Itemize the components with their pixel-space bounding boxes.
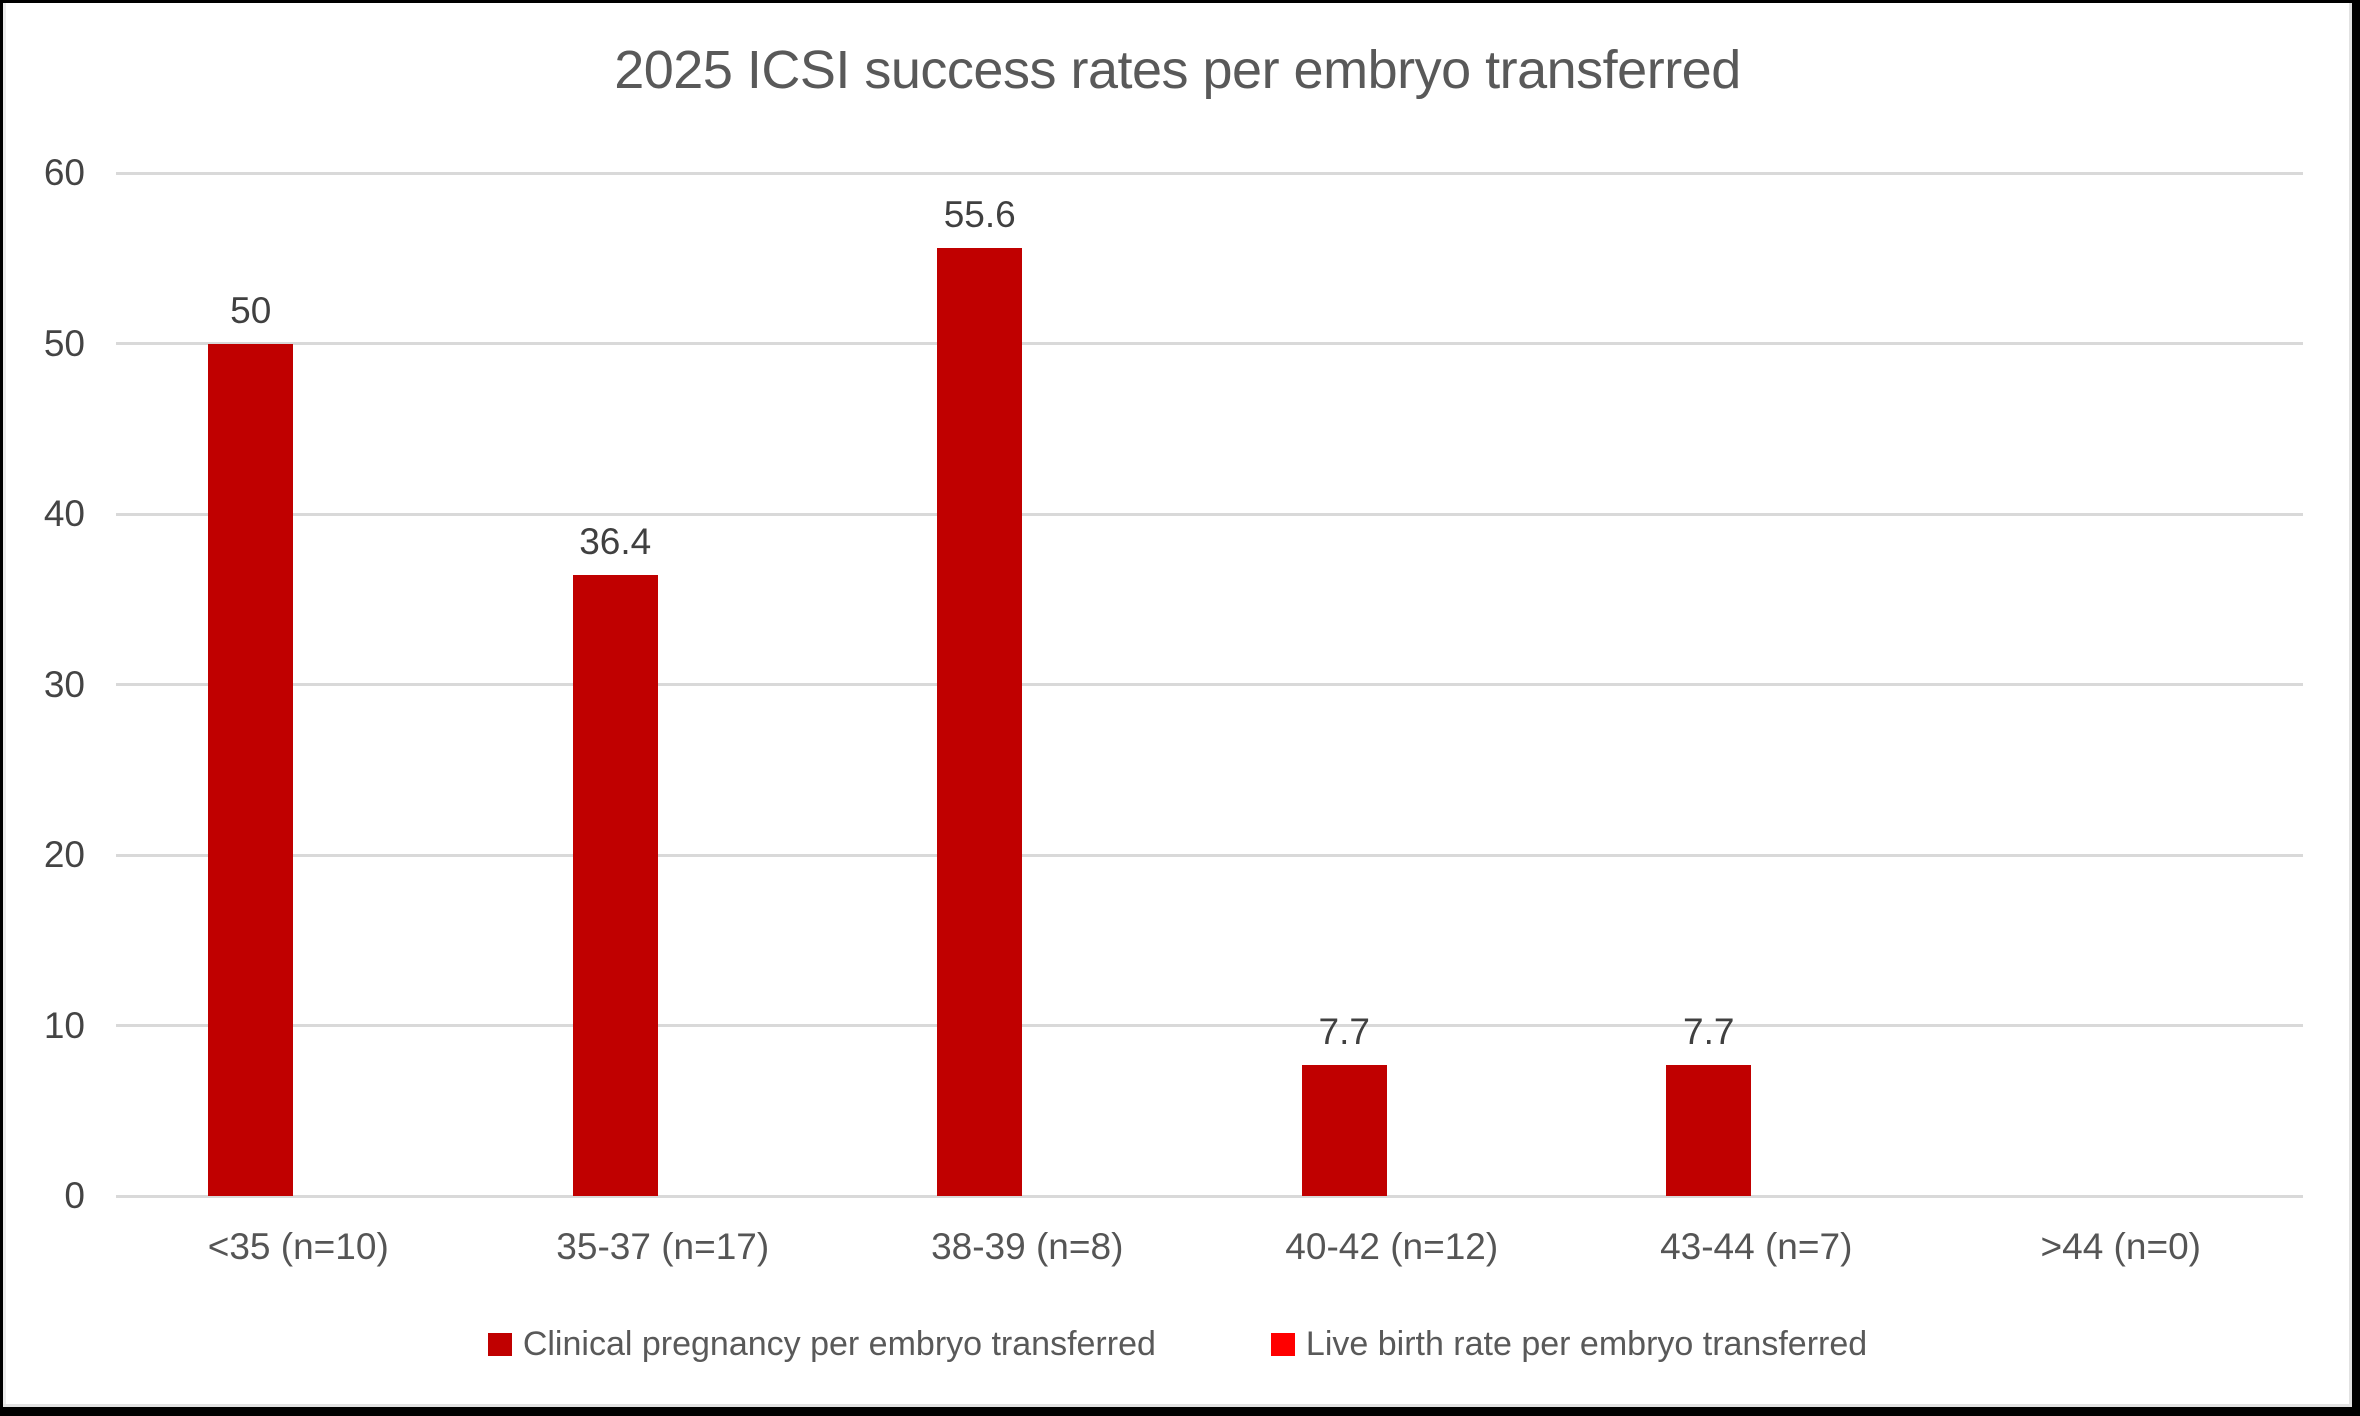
bar [208, 343, 294, 1196]
x-category-label: <35 (n=10) [207, 1226, 389, 1267]
gridline [116, 342, 2303, 345]
bar-value-label: 7.7 [1683, 1010, 1735, 1052]
x-category-label: 35-37 (n=17) [556, 1226, 770, 1267]
y-tick-label: 0 [64, 1175, 85, 1216]
y-tick-label: 10 [43, 1004, 85, 1046]
gridline [116, 683, 2303, 686]
legend: Clinical pregnancy per embryo transferre… [3, 1325, 2352, 1364]
gridline [116, 853, 2303, 857]
gridline [116, 1024, 2303, 1027]
gridline [116, 512, 2303, 516]
x-category-label: 40-42 (n=12) [1285, 1226, 1499, 1267]
bar-value-label: 36.4 [579, 521, 652, 563]
x-category-label: 43-44 (n=7) [1660, 1226, 1853, 1267]
y-tick-label: 30 [43, 663, 85, 705]
legend-item: Live birth rate per embryo transferred [1270, 1325, 1868, 1364]
bar [1301, 1064, 1387, 1196]
legend-item: Clinical pregnancy per embryo transferre… [487, 1325, 1156, 1364]
bar [1666, 1064, 1752, 1196]
x-category-label: 38-39 (n=8) [931, 1226, 1124, 1267]
gridline [116, 1194, 2303, 1198]
legend-label: Clinical pregnancy per embryo transferre… [522, 1325, 1156, 1363]
plot-area: 50 36.4 55.6 7.7 7.7 [116, 171, 2303, 1198]
legend-swatch-icon [1270, 1333, 1295, 1356]
x-category-label: >44 (n=0) [2040, 1226, 2201, 1267]
legend-swatch-icon [487, 1333, 512, 1356]
y-tick-label: 50 [43, 322, 85, 364]
bar-value-label: 7.7 [1318, 1010, 1370, 1052]
legend-label: Live birth rate per embryo transferred [1305, 1325, 1868, 1363]
y-tick-label: 60 [43, 152, 85, 193]
bar-value-label: 50 [230, 289, 272, 331]
y-tick-label: 20 [43, 834, 85, 875]
chart-title: 2025 ICSI success rates per embryo trans… [614, 40, 1741, 100]
y-tick-label: 40 [43, 493, 85, 534]
bar-value-label: 55.6 [943, 194, 1016, 236]
bar [937, 248, 1023, 1196]
bar [572, 575, 658, 1196]
gridline [116, 171, 2303, 175]
